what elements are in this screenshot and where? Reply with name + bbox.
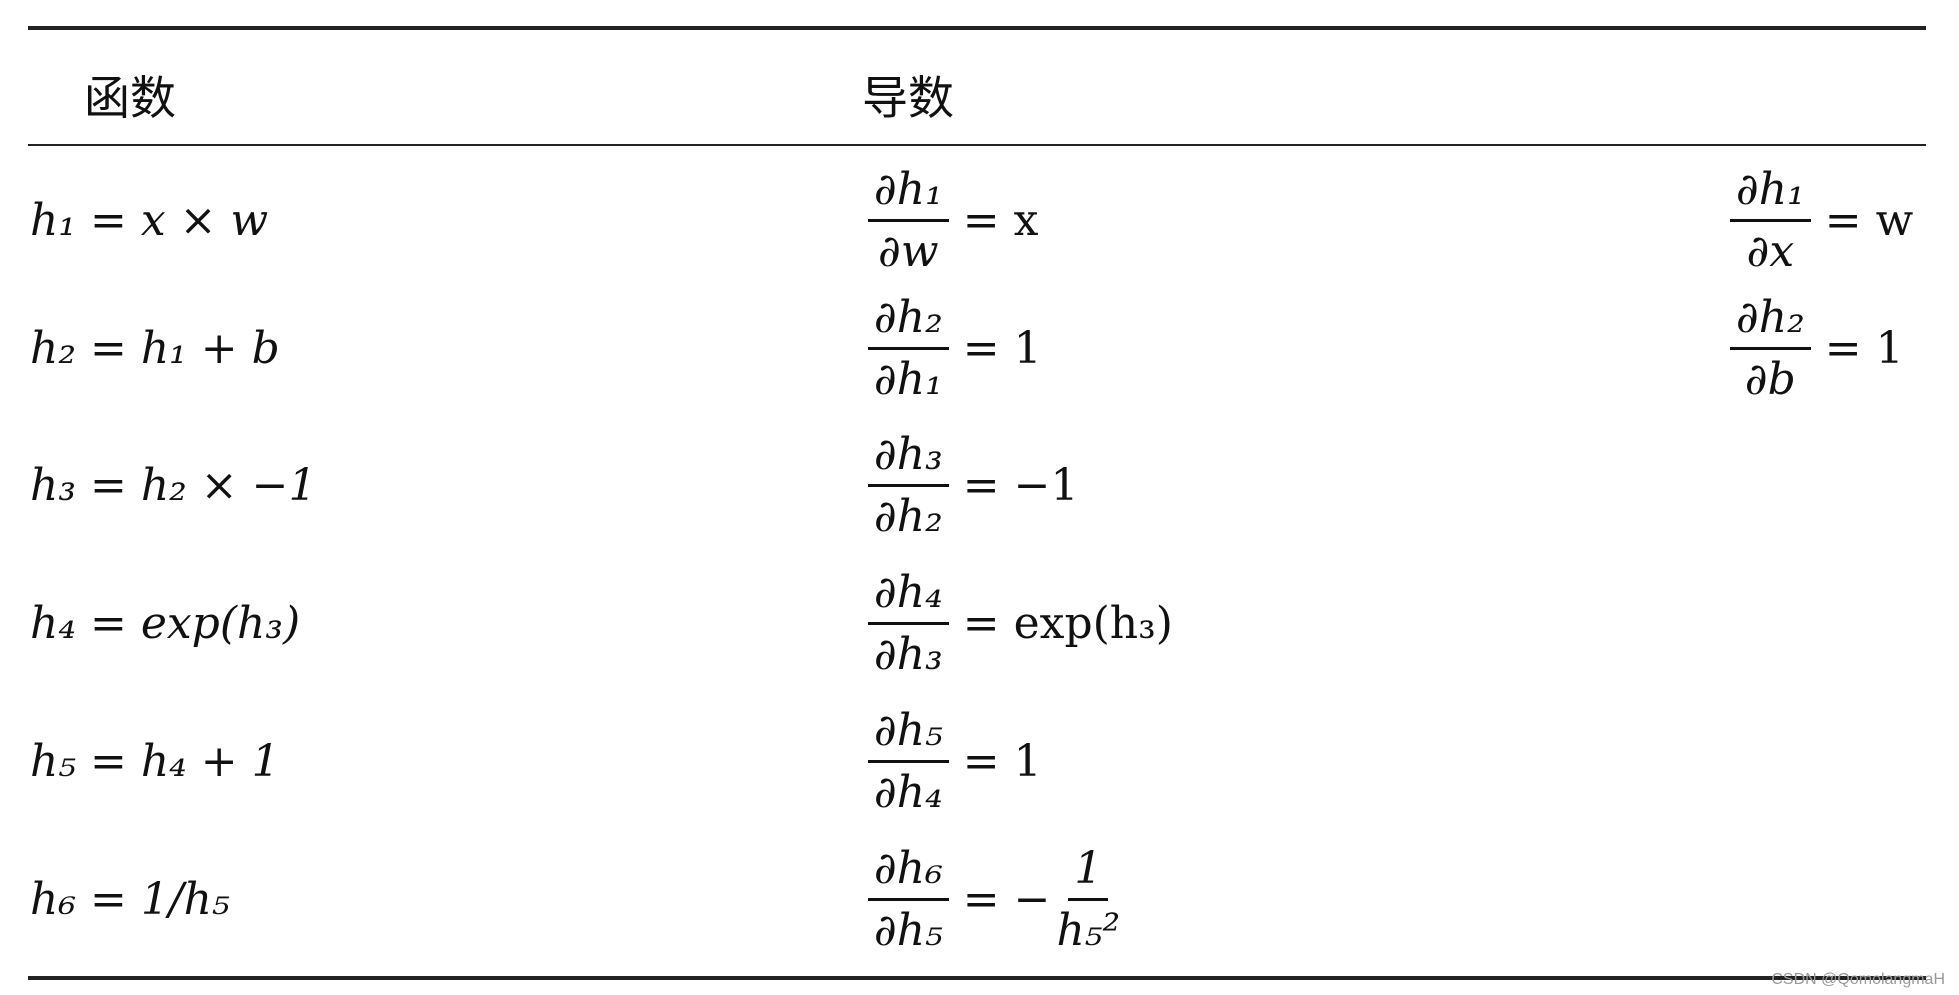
denominator: ∂h₃ (874, 628, 943, 680)
denominator: ∂x (1746, 225, 1795, 277)
fraction: ∂h₃ ∂h₂ (868, 429, 949, 542)
fraction: 1 h₅² (1050, 843, 1126, 956)
watermark: CSDN @QomolangmaH (1771, 971, 1945, 988)
derivative-cell: ∂h₆ ∂h₅ = −1 h₅² (868, 834, 1140, 964)
derivative-cell-2: ∂h₁ ∂x = w (1730, 155, 1913, 285)
numerator: ∂h₃ (868, 429, 949, 487)
derivative-cell: ∂h₂ ∂h₁ = 1 (868, 283, 1042, 413)
table-row: h₁ = x × w ∂h₁ ∂w = x ∂h₁ ∂x = w (0, 155, 1959, 285)
function-formula: h₄ = exp(h₃) (30, 597, 301, 649)
header-function: 函数 (84, 71, 176, 125)
denominator: ∂h₅ (874, 904, 943, 956)
function-formula: h₁ = x × w (30, 194, 269, 246)
fraction: ∂h₂ ∂b (1730, 292, 1811, 405)
denominator: ∂h₄ (874, 766, 943, 818)
numerator: ∂h₁ (868, 164, 949, 222)
table-row: h₃ = h₂ × −1 ∂h₃ ∂h₂ = −1 (0, 420, 1959, 550)
top-rule (28, 26, 1926, 30)
header-derivative: 导数 (862, 71, 954, 125)
denominator: ∂w (878, 225, 939, 277)
denominator: ∂h₂ (874, 490, 943, 542)
function-formula: h₆ = 1/h₅ (30, 873, 230, 925)
numerator: ∂h₂ (868, 292, 949, 350)
derivative-rhs: = exp(h₃) (962, 597, 1173, 649)
numerator: ∂h₅ (868, 705, 949, 763)
derivative-cell: ∂h₃ ∂h₂ = −1 (868, 420, 1078, 550)
numerator: ∂h₂ (1730, 292, 1811, 350)
numerator: 1 (1068, 843, 1109, 901)
denominator: ∂h₁ (874, 353, 943, 405)
fraction: ∂h₁ ∂x (1730, 164, 1811, 277)
derivative-rhs: = − (962, 873, 1051, 925)
table-row: h₆ = 1/h₅ ∂h₆ ∂h₅ = −1 h₅² (0, 834, 1959, 964)
function-formula: h₅ = h₄ + 1 (30, 735, 280, 787)
function-formula: h₃ = h₂ × −1 (30, 459, 317, 511)
fraction: ∂h₆ ∂h₅ (868, 843, 949, 956)
table-row: h₅ = h₄ + 1 ∂h₅ ∂h₄ = 1 (0, 696, 1959, 826)
fraction: ∂h₅ ∂h₄ (868, 705, 949, 818)
derivative-rhs: = 1 (962, 322, 1042, 374)
function-formula: h₂ = h₁ + b (30, 322, 280, 374)
bottom-rule (28, 976, 1926, 980)
table-row: h₂ = h₁ + b ∂h₂ ∂h₁ = 1 ∂h₂ ∂b = 1 (0, 283, 1959, 413)
denominator: ∂b (1744, 353, 1796, 405)
derivative-rhs: = 1 (962, 735, 1042, 787)
derivative-rhs: = 1 (1824, 322, 1904, 374)
table-row: h₄ = exp(h₃) ∂h₄ ∂h₃ = exp(h₃) (0, 558, 1959, 688)
header-rule (28, 144, 1926, 146)
derivative-cell-2: ∂h₂ ∂b = 1 (1730, 283, 1904, 413)
derivative-rhs: = x (962, 194, 1039, 246)
numerator: ∂h₆ (868, 843, 949, 901)
derivative-rhs: = −1 (962, 459, 1079, 511)
derivative-rhs: = w (1824, 194, 1914, 246)
derivative-cell: ∂h₅ ∂h₄ = 1 (868, 696, 1042, 826)
derivative-cell: ∂h₄ ∂h₃ = exp(h₃) (868, 558, 1173, 688)
fraction: ∂h₁ ∂w (868, 164, 949, 277)
numerator: ∂h₄ (868, 567, 949, 625)
derivative-cell: ∂h₁ ∂w = x (868, 155, 1038, 285)
denominator: h₅² (1056, 904, 1121, 956)
fraction: ∂h₂ ∂h₁ (868, 292, 949, 405)
fraction: ∂h₄ ∂h₃ (868, 567, 949, 680)
numerator: ∂h₁ (1730, 164, 1811, 222)
